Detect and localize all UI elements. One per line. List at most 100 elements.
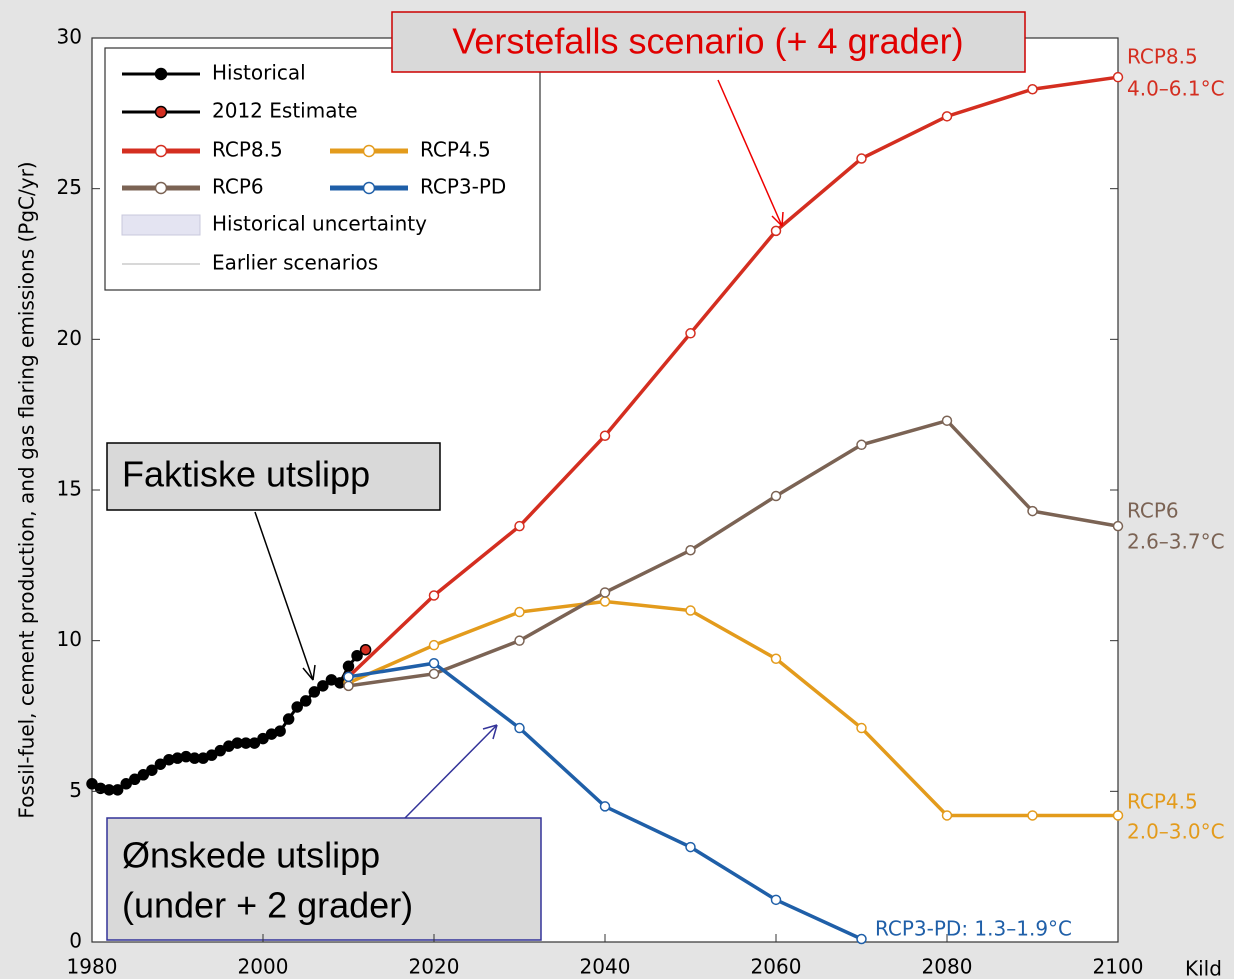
data-point	[770, 225, 782, 237]
annotation-box	[106, 817, 542, 941]
data-point	[685, 545, 696, 556]
data-point	[1027, 83, 1038, 95]
data-point	[1027, 810, 1038, 821]
annotation: Faktiske utslipp	[122, 454, 370, 495]
data-point	[685, 841, 696, 853]
data-point	[274, 725, 286, 737]
x-tick-label: 2040	[580, 955, 631, 979]
data-point	[770, 653, 782, 664]
overlay: RCP8.5 4.0–6.1°C RCP6 2.6–3.7°C RCP4.5 2…	[106, 11, 1225, 979]
data-point	[343, 680, 354, 692]
legend-box	[104, 47, 541, 291]
data-point	[685, 328, 696, 339]
legend-label: RCP4.5	[420, 138, 491, 162]
y-tick-label: 10	[57, 627, 82, 651]
legend-swatch	[121, 214, 201, 236]
legend-label: Historical uncertainty	[212, 212, 427, 236]
x-tick-label: 2000	[238, 955, 289, 979]
data-point	[111, 784, 124, 796]
series-line	[347, 599, 1118, 818]
data-point	[599, 801, 611, 812]
data-point	[291, 701, 303, 713]
arrow-head	[302, 664, 316, 681]
y-tick-label: 5	[69, 778, 82, 802]
data-point	[685, 605, 696, 616]
data-point	[856, 439, 867, 451]
end-label-range: 2.0–3.0°C	[1127, 820, 1225, 844]
data-point	[770, 490, 782, 502]
data-point	[359, 643, 372, 656]
data-point	[146, 764, 158, 776]
series-line	[348, 418, 1119, 688]
data-point	[342, 660, 355, 673]
data-point	[317, 680, 329, 692]
x-tick-label: 2100	[1093, 955, 1144, 979]
data-point	[770, 894, 782, 906]
y-tick-label: 30	[57, 25, 82, 49]
data-point	[343, 671, 354, 683]
data-point	[282, 713, 295, 725]
end-label-range: 2.6–3.7°C	[1127, 530, 1225, 554]
data-point	[514, 606, 525, 618]
legend-marker	[154, 67, 168, 81]
data-point	[1112, 520, 1124, 532]
legend-marker	[154, 181, 168, 195]
y-tick-label: 15	[57, 477, 82, 501]
source: Kild	[1185, 957, 1222, 979]
data-point	[514, 635, 525, 646]
data-point	[428, 590, 440, 601]
data-point	[941, 810, 953, 821]
plot	[86, 71, 1124, 945]
end-label-range: 4.0–6.1°C	[1127, 77, 1225, 101]
legend-label: 2012 Estimate	[212, 99, 358, 123]
annotation: Verstefalls scenario (+ 4 grader)	[452, 21, 963, 62]
data-point	[1112, 71, 1124, 83]
annotation: (under + 2 grader)	[122, 885, 413, 926]
data-point	[308, 686, 321, 698]
data-point	[351, 649, 363, 662]
arrow	[717, 79, 783, 227]
y-axis-label: Fossil-fuel, cement production, and gas …	[15, 161, 39, 818]
data-point	[514, 520, 525, 532]
data-point	[941, 111, 953, 122]
legend-label: RCP6	[212, 175, 264, 199]
data-point	[599, 596, 611, 607]
data-point	[300, 695, 312, 707]
data-point	[856, 722, 867, 734]
legend-label: Earlier scenarios	[212, 251, 378, 275]
arrow-head	[771, 211, 784, 227]
arrow	[404, 724, 498, 819]
rcp3-label: RCP3-PD: 1.3–1.9°C	[875, 917, 1072, 941]
x-tick-label: 2080	[922, 955, 973, 979]
data-point	[514, 722, 525, 734]
x-tick-label: 2060	[751, 955, 802, 979]
series-line	[347, 75, 1119, 679]
y-tick-label: 20	[57, 326, 82, 350]
y-tick-label: 0	[69, 929, 82, 953]
legend-label: Historical	[212, 61, 306, 85]
data-point	[428, 668, 440, 680]
legend-marker	[362, 144, 376, 158]
legend: Historical 2012 Estimate RCP8.5 RCP4.5 RCP6 R…	[104, 47, 541, 291]
data-point	[599, 430, 611, 442]
annotation-box	[391, 11, 1026, 73]
annotation: Ønskede utslipp	[122, 835, 380, 876]
data-point	[599, 587, 611, 598]
data-point	[1027, 505, 1038, 517]
data-point	[428, 639, 440, 651]
legend-marker	[154, 105, 168, 119]
x-tick-label: 2020	[409, 955, 460, 979]
data-point	[1112, 810, 1124, 821]
end-label: RCP6	[1127, 499, 1179, 523]
legend-marker	[154, 144, 168, 158]
legend-label: RCP3-PD	[420, 175, 506, 199]
y-tick-label: 25	[57, 175, 82, 199]
end-label: RCP4.5	[1127, 790, 1198, 814]
data-point	[941, 415, 953, 426]
data-point	[428, 658, 440, 669]
data-point	[856, 933, 867, 945]
arrow	[254, 511, 314, 681]
annotation-box	[106, 442, 441, 511]
legend-label: RCP8.5	[212, 138, 283, 162]
